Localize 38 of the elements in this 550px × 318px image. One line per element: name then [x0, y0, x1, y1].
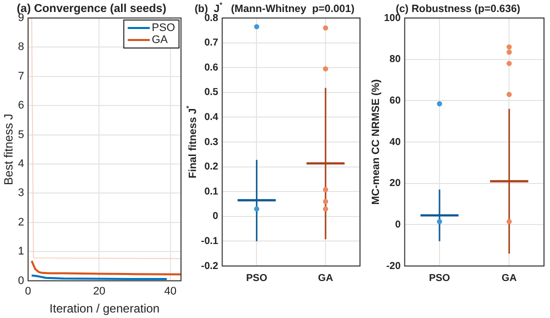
y-tick-label: 0.8 [204, 12, 219, 24]
y-tick-label: 0.7 [204, 38, 219, 49]
y-tick-label: -0.2 [200, 260, 219, 272]
y-tick-label: 8 [18, 41, 24, 54]
y-tick-label: 40 [390, 136, 402, 148]
y-tick-label: 3 [18, 187, 24, 200]
x-tick-label: 20 [93, 285, 106, 298]
legend-label: PSO [152, 22, 176, 34]
x-tick-label: 40 [164, 285, 176, 298]
y-axis-title: MC-mean CC NRMSE (%) [370, 79, 382, 205]
x-tick-label: PSO [246, 272, 268, 284]
y-tick-label: 0.3 [204, 136, 219, 148]
chart-title: (c) Robustness (p=0.636) [396, 2, 520, 15]
y-tick-label: -0.1 [200, 236, 219, 247]
y-tick-label: 0.1 [204, 186, 219, 198]
y-tick-label: 2 [18, 216, 24, 228]
y-tick-label: 60 [390, 95, 402, 106]
y-tick-label: 0.5 [204, 87, 219, 98]
y-tick-label: 0.4 [204, 112, 219, 123]
y-tick-label: 6 [18, 100, 24, 112]
y-tick-label: 5 [18, 128, 24, 141]
x-tick-label: GA [502, 272, 517, 284]
x-tick-label: PSO [428, 272, 450, 284]
y-tick-label: 0 [395, 219, 402, 230]
y-tick-label: 80 [390, 54, 402, 66]
y-axis-title: Best fitness J [1, 114, 16, 186]
y-tick-label: 20 [390, 178, 402, 190]
x-tick-label: GA [318, 272, 334, 284]
y-tick-label: 4 [18, 158, 24, 170]
y-tick-label: 0.2 [204, 162, 219, 173]
y-tick-label: 7 [18, 70, 24, 82]
y-tick-label: 1 [18, 246, 24, 258]
y-tick-label: 100 [384, 12, 402, 24]
y-tick-label: 0 [212, 211, 219, 222]
y-tick-label: -20 [386, 260, 402, 272]
x-axis-title: Iteration / generation [50, 301, 160, 316]
legend-label: GA [152, 34, 168, 46]
y-tick-label: 0.6 [204, 62, 219, 74]
